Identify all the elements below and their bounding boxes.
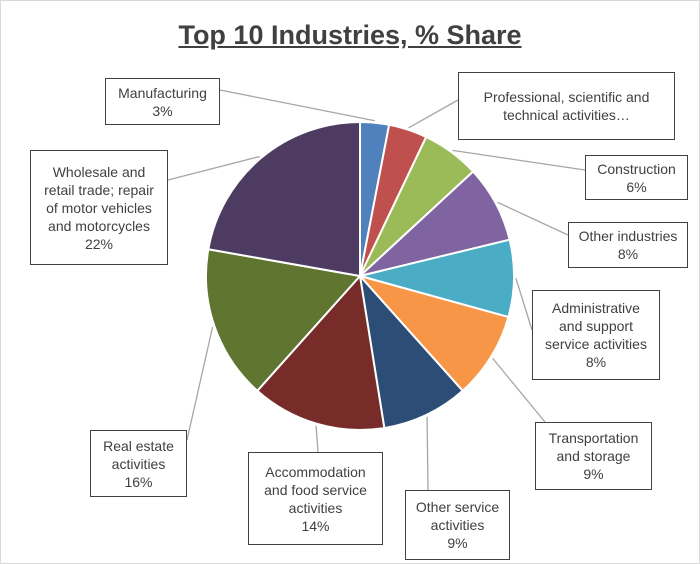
data-label: Administrative and support service activ… (532, 290, 660, 380)
category-label: Transportation and storage (548, 430, 639, 464)
chart-title: Top 10 Industries, % Share (178, 20, 522, 50)
leader-line (492, 357, 546, 423)
category-label: Other service activities (415, 499, 500, 533)
data-label: Transportation and storage 9% (535, 422, 652, 490)
leader-line (315, 425, 319, 453)
data-label: Real estate activities 16% (90, 430, 187, 497)
data-label: Wholesale and retail trade; repair of mo… (30, 150, 168, 265)
category-label: Accommodation and food service activitie… (264, 463, 367, 516)
leader-line (452, 149, 586, 171)
value-label: 14% (301, 517, 330, 534)
category-label: Administrative and support service activ… (545, 300, 647, 352)
value-label: 16% (124, 473, 153, 490)
value-label: 22% (84, 235, 114, 252)
category-label: Other industries (578, 228, 678, 244)
category-label: Wholesale and retail trade; repair of mo… (44, 163, 154, 234)
leader-line (515, 278, 533, 331)
leader-line (408, 99, 459, 129)
pie-slice (205, 248, 362, 393)
leader-line (497, 201, 569, 236)
category-label: Professional, scientific and technical a… (483, 89, 650, 123)
value-label: 8% (617, 246, 639, 262)
category-label: Manufacturing (118, 84, 207, 101)
value-label: 9% (583, 466, 604, 482)
data-label: Other industries 8% (568, 222, 688, 268)
pie-slice (356, 274, 510, 393)
data-label: Manufacturing 3% (105, 78, 220, 125)
leader-line (186, 326, 214, 441)
data-label: Other service activities 9% (405, 490, 510, 560)
value-label: 3% (152, 102, 173, 119)
category-label: Real estate activities (103, 437, 174, 472)
leader-line (219, 89, 375, 122)
leader-line (426, 416, 429, 491)
leader-line (167, 155, 260, 181)
data-label: Accommodation and food service activitie… (248, 452, 383, 545)
category-label: Construction (597, 160, 676, 177)
data-label: Construction 6% (585, 155, 688, 200)
value-label: 9% (447, 535, 468, 551)
data-label: Professional, scientific and technical a… (458, 72, 675, 140)
pie-slice (358, 272, 465, 430)
value-label: 6% (626, 178, 647, 195)
pie-slice (207, 120, 361, 278)
pie-slice (255, 273, 386, 431)
value-label: 8% (585, 354, 607, 370)
